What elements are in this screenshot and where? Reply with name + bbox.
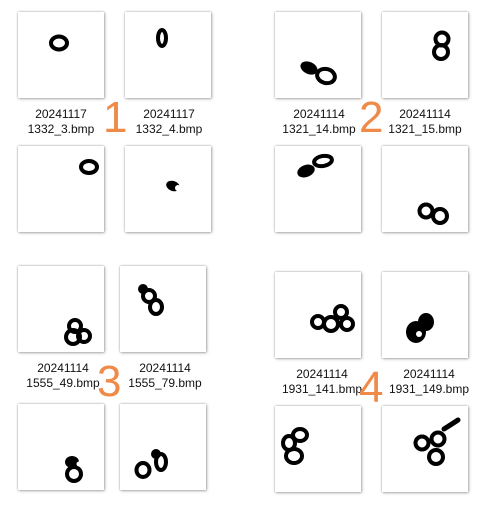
file-date: 20241117 [143, 107, 195, 121]
blob-image [406, 313, 434, 343]
blob-image [413, 417, 461, 466]
thumbnail-1332-4[interactable] [125, 12, 211, 98]
blob-image [297, 153, 334, 178]
filename-caption: 20241114 1321_15.bmp [375, 107, 475, 137]
thumbnail-1321-14[interactable] [275, 12, 361, 98]
file-name: 1931_149.bmp [388, 382, 470, 396]
blob-image [138, 284, 164, 316]
thumbnail-group4-extra[interactable] [382, 406, 468, 492]
filename-caption: 20241117 1332_4.bmp [119, 107, 219, 137]
file-date: 20241114 [37, 361, 89, 375]
group-number-3: 3 [97, 357, 122, 406]
filename-caption: 20241114 1931_149.bmp [379, 367, 479, 397]
thumbnail-1555-79[interactable] [120, 266, 206, 352]
blob-image [300, 61, 337, 86]
file-date: 20241114 [139, 361, 191, 375]
blob-image [134, 449, 168, 479]
file-name: 1321_14.bmp [282, 122, 356, 136]
thumbnail-group1-extra[interactable] [125, 146, 211, 232]
thumbnail-group3-extra[interactable] [18, 404, 104, 490]
thumbnail-group2-extra[interactable] [275, 146, 361, 232]
file-date: 20241114 [296, 367, 348, 381]
thumbnail-group3-extra[interactable] [120, 404, 206, 490]
blob-image [166, 180, 181, 192]
blob-image [156, 28, 168, 48]
file-name: 1931_141.bmp [281, 382, 363, 396]
thumbnail-group4-extra[interactable] [275, 406, 361, 492]
blob-image [49, 34, 69, 52]
blob-image [64, 318, 92, 346]
group-number-2: 2 [359, 93, 384, 142]
group-number-4: 4 [359, 363, 384, 412]
file-name: 1332_4.bmp [135, 122, 203, 136]
file-name: 1555_79.bmp [128, 376, 202, 390]
filename-caption: 20241114 1931_141.bmp [272, 367, 372, 397]
filename-caption: 20241114 1321_14.bmp [269, 107, 369, 137]
blob-image [310, 304, 355, 333]
blob-image [79, 159, 99, 175]
file-date: 20241117 [35, 107, 87, 121]
blob-image [65, 456, 83, 483]
file-date: 20241114 [403, 367, 455, 381]
file-name: 1321_15.bmp [388, 122, 462, 136]
filename-caption: 20241117 1332_3.bmp [11, 107, 111, 137]
thumbnail-group1-extra[interactable] [18, 146, 104, 232]
thumbnail-1931-149[interactable] [382, 272, 468, 358]
filename-caption: 20241114 1555_49.bmp [13, 361, 113, 391]
blob-image [432, 30, 451, 61]
blob-image [281, 427, 309, 465]
thumbnail-1931-141[interactable] [275, 272, 361, 358]
blob-image [417, 202, 449, 225]
thumbnail-1321-15[interactable] [382, 12, 468, 98]
thumbnail-1555-49[interactable] [18, 266, 104, 352]
thumbnail-group2-extra[interactable] [382, 146, 468, 232]
filename-caption: 20241114 1555_79.bmp [115, 361, 215, 391]
file-name: 1555_49.bmp [26, 376, 100, 390]
file-name: 1332_3.bmp [27, 122, 95, 136]
group-number-1: 1 [103, 93, 128, 142]
thumbnail-1332-3[interactable] [18, 12, 104, 98]
file-date: 20241114 [399, 107, 451, 121]
file-date: 20241114 [293, 107, 345, 121]
